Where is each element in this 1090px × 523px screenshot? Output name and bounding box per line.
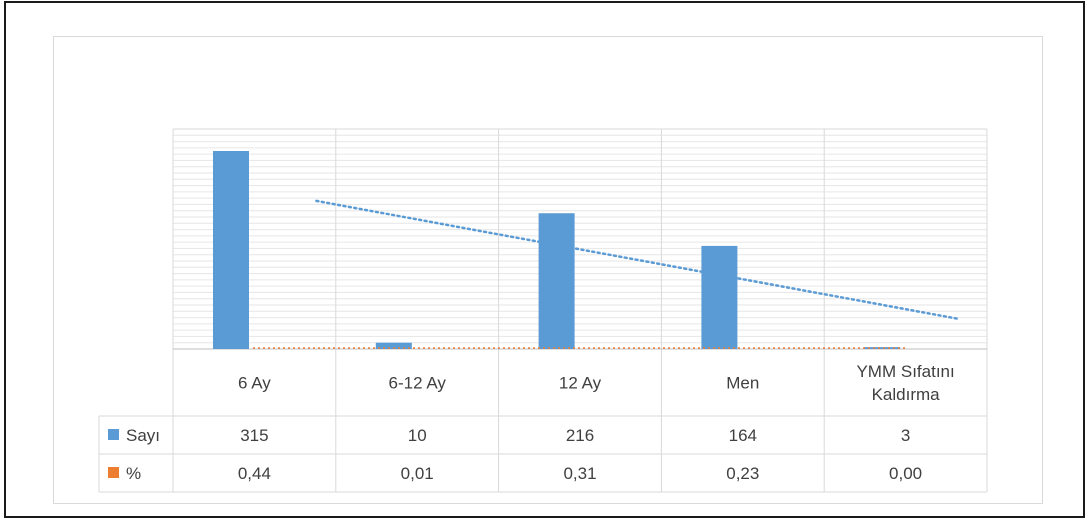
category-label: Kaldırma [872,385,941,404]
legend-label: % [126,464,141,483]
category-label: 12 Ay [559,374,602,393]
bar-Sayı [538,213,575,349]
table-cell: 315 [240,426,268,445]
bar-Sayı [375,342,412,349]
table-cell: 3 [901,426,910,445]
legend-key-0 [108,429,119,440]
trendline [315,199,961,321]
category-label: 6-12 Ay [389,374,447,393]
table-cell: 0,01 [401,464,434,483]
category-label: YMM Sıfatını [856,362,954,381]
legend-key-1 [108,467,119,478]
category-label: Men [726,374,759,393]
table-cell: 0,44 [238,464,271,483]
legend-label: Sayı [126,426,160,445]
table-cell: 0,00 [889,464,922,483]
table-cell: 0,23 [726,464,759,483]
table-cell: 216 [566,426,594,445]
outer-frame [4,1,1085,518]
bar-Sayı [213,151,249,349]
bar-Sayı [701,245,738,349]
table-cell: 10 [408,426,427,445]
table-cell: 164 [729,426,757,445]
bar-Sayı [864,347,901,349]
table-cell: 0,31 [563,464,596,483]
category-label: 6 Ay [238,374,271,393]
